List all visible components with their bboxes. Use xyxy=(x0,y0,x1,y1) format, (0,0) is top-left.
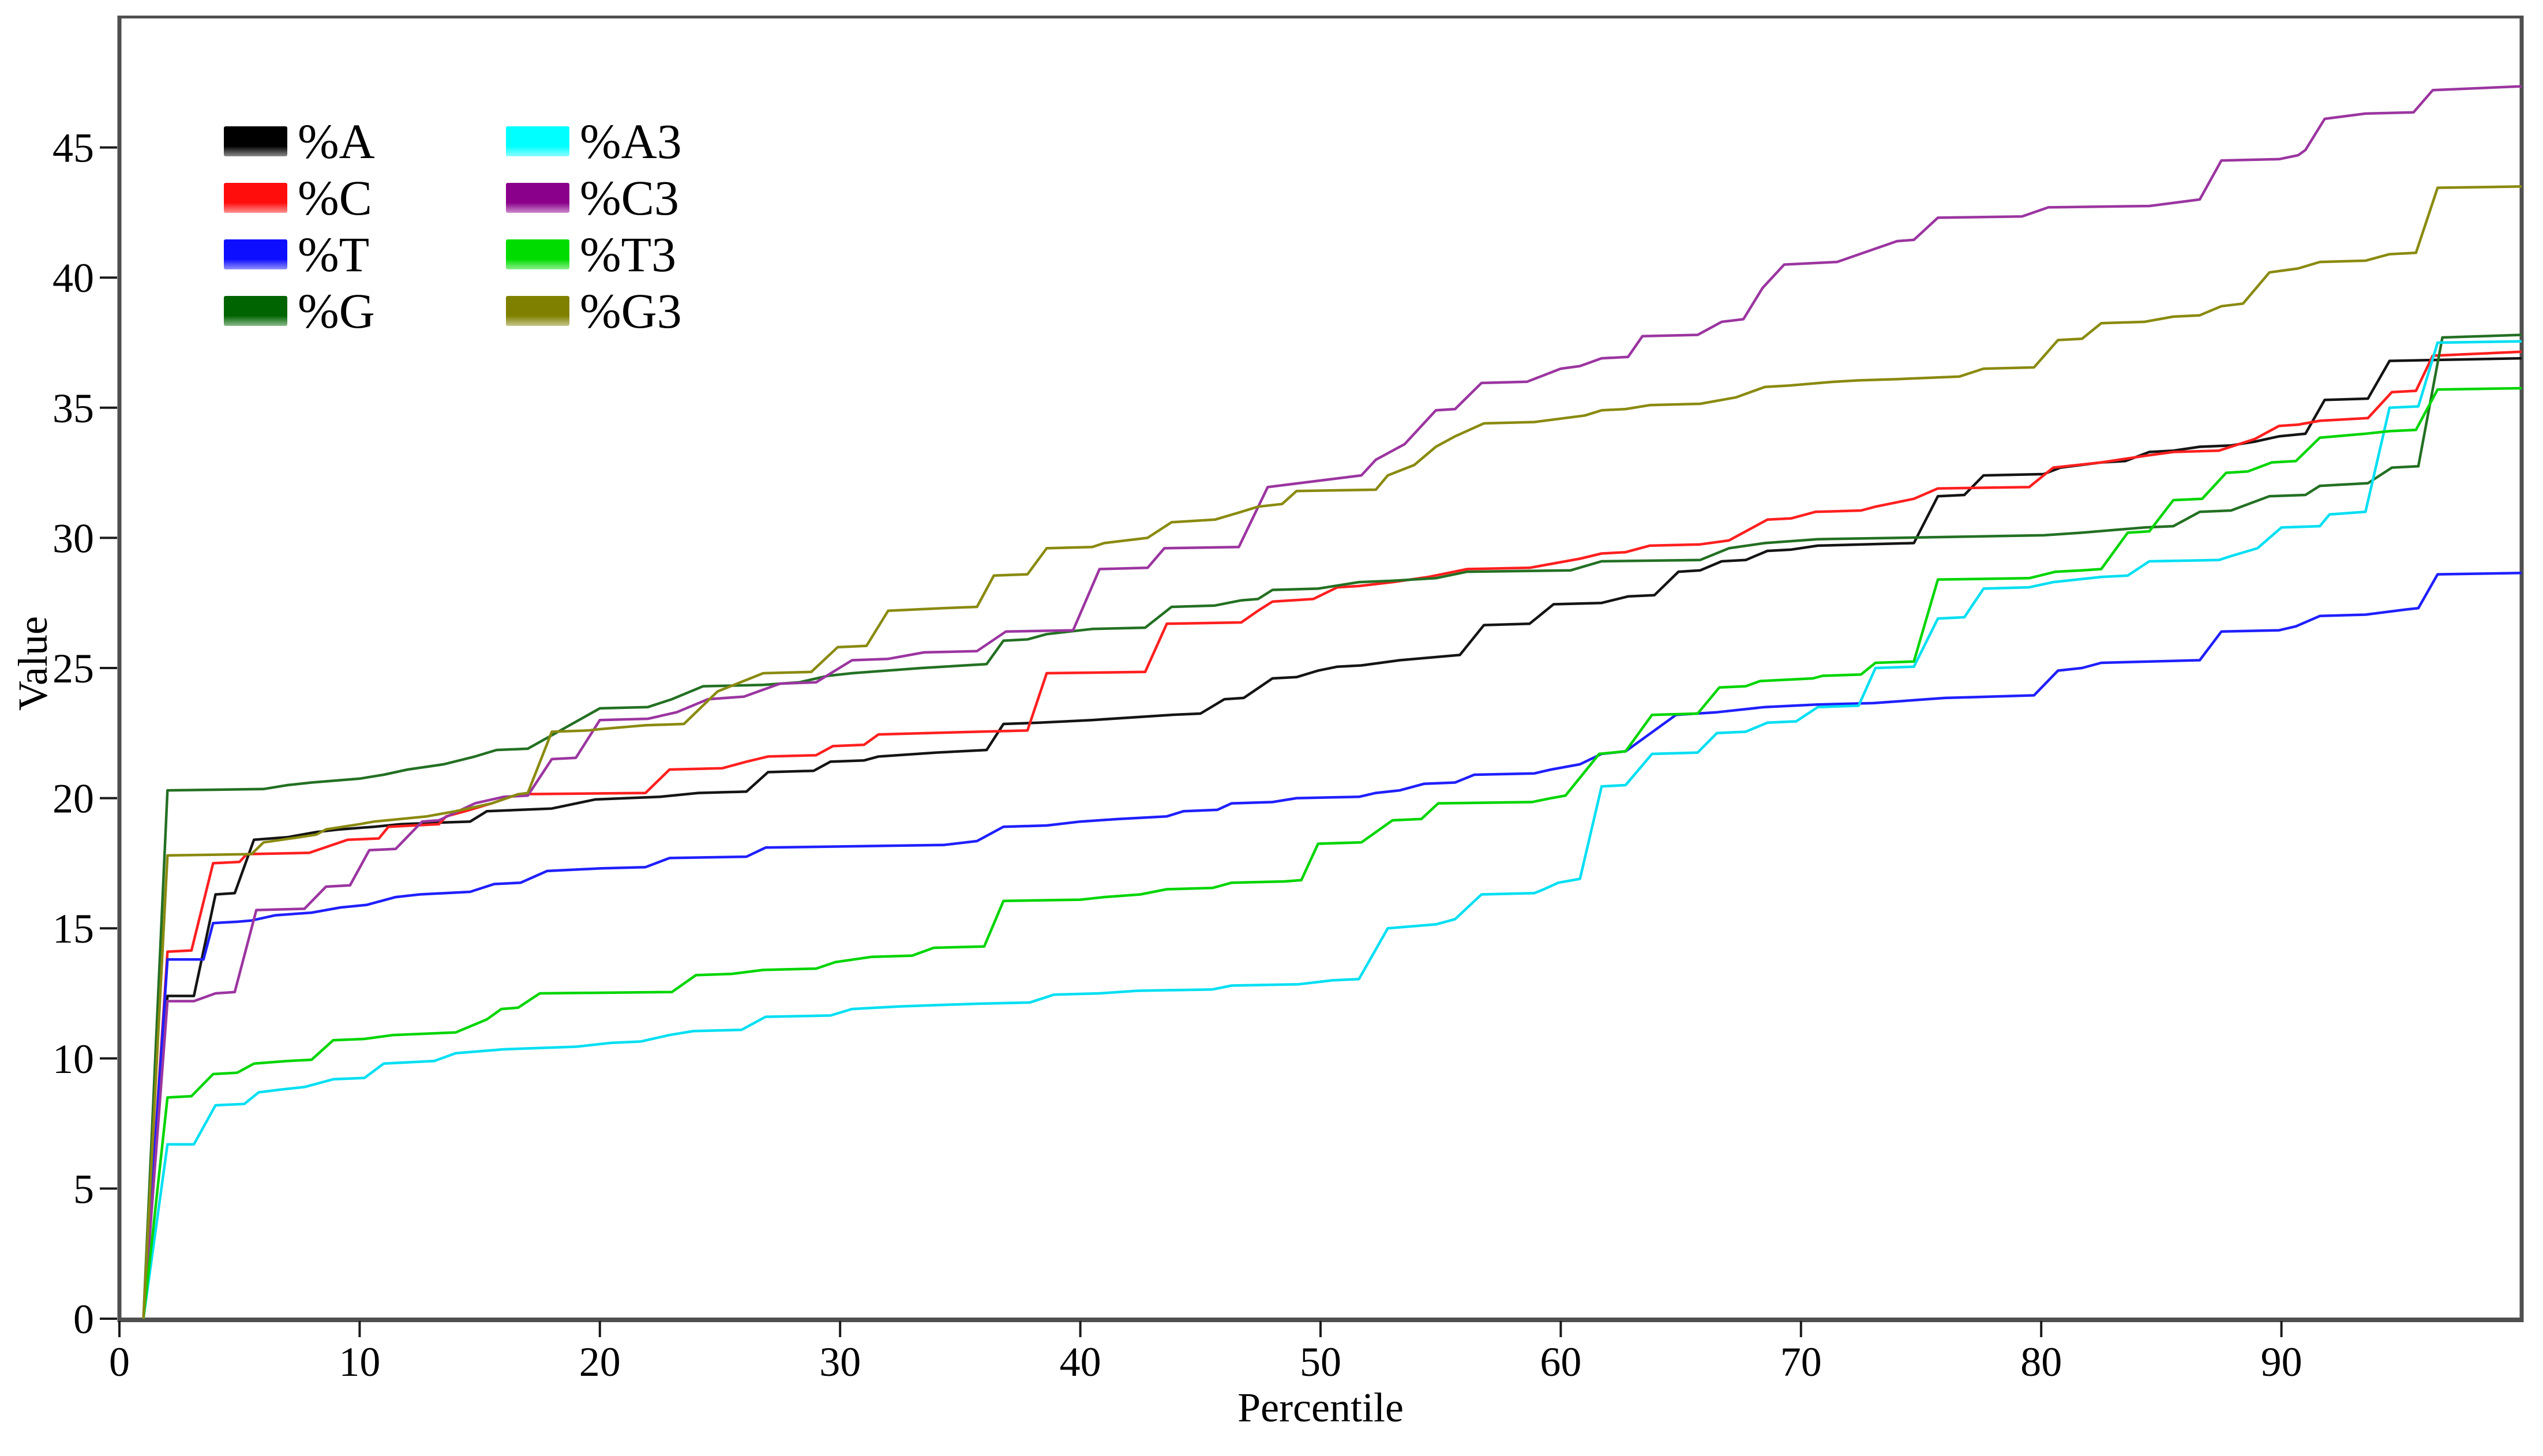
legend-label: %T xyxy=(298,227,370,282)
x-tick-label: 10 xyxy=(339,1339,380,1385)
legend-item-pctG3: %G3 xyxy=(506,282,682,340)
y-tick-label: 20 xyxy=(52,776,94,822)
legend-swatch-pctC xyxy=(224,183,287,213)
series-line-pctT3 xyxy=(142,386,2522,1319)
legend-swatch-pctG3 xyxy=(506,296,569,326)
legend-swatch-pctG xyxy=(224,296,287,326)
legend-label: %T3 xyxy=(580,227,677,282)
x-tick-label: 0 xyxy=(109,1339,130,1385)
series-line-pctG xyxy=(142,333,2522,1319)
legend-item-pctG: %G xyxy=(224,282,375,340)
x-tick-label: 60 xyxy=(1540,1339,1581,1385)
x-axis-title: Percentile xyxy=(1237,1384,1404,1431)
legend-item-pctT3: %T3 xyxy=(506,226,676,283)
series-line-pctC3 xyxy=(142,85,2522,1319)
x-axis-line xyxy=(117,1318,2524,1322)
y-tick-label: 10 xyxy=(52,1036,94,1082)
legend-label: %G xyxy=(298,283,375,339)
legend-item-pctA: %A xyxy=(224,112,375,170)
legend-item-pctC: %C xyxy=(224,169,372,227)
y-tick-label: 0 xyxy=(73,1296,94,1342)
legend-label: %C3 xyxy=(580,170,679,226)
x-tick-label: 30 xyxy=(819,1339,861,1385)
legend-label: %G3 xyxy=(580,283,682,339)
legend-label: %A xyxy=(298,114,375,169)
series-line-pctA3 xyxy=(142,340,2522,1319)
legend-swatch-pctT xyxy=(224,239,287,269)
legend-item-pctA3: %A3 xyxy=(506,112,682,170)
legend-swatch-pctA xyxy=(224,126,287,156)
series-line-pctC xyxy=(142,350,2522,1319)
x-tick-label: 20 xyxy=(579,1339,621,1385)
x-tick-label: 40 xyxy=(1060,1339,1101,1385)
plot-frame-right xyxy=(2519,16,2524,1322)
legend-swatch-pctA3 xyxy=(506,126,569,156)
y-tick-label: 5 xyxy=(73,1166,94,1212)
y-tick-label: 40 xyxy=(52,255,94,301)
series-line-pctT xyxy=(142,572,2522,1319)
legend-label: %A3 xyxy=(580,114,682,169)
x-tick-label: 90 xyxy=(2261,1339,2302,1385)
y-tick-label: 15 xyxy=(52,906,94,952)
y-axis-title: Value xyxy=(10,616,56,711)
series-line-pctG3 xyxy=(142,185,2522,1319)
x-tick-label: 50 xyxy=(1300,1339,1341,1385)
legend-label: %C xyxy=(298,170,372,226)
y-tick-label: 25 xyxy=(52,646,94,692)
y-tick-label: 35 xyxy=(52,385,94,431)
legend-item-pctT: %T xyxy=(224,226,369,283)
x-tick-label: 70 xyxy=(1780,1339,1822,1385)
y-axis-line xyxy=(117,16,122,1322)
series-line-pctA xyxy=(142,357,2522,1319)
y-tick-label: 45 xyxy=(52,125,94,171)
legend-swatch-pctT3 xyxy=(506,239,569,269)
y-tick-label: 30 xyxy=(52,515,94,561)
legend-swatch-pctC3 xyxy=(506,183,569,213)
legend-item-pctC3: %C3 xyxy=(506,169,679,227)
x-tick-label: 80 xyxy=(2020,1339,2062,1385)
plot-frame-top xyxy=(117,16,2524,18)
